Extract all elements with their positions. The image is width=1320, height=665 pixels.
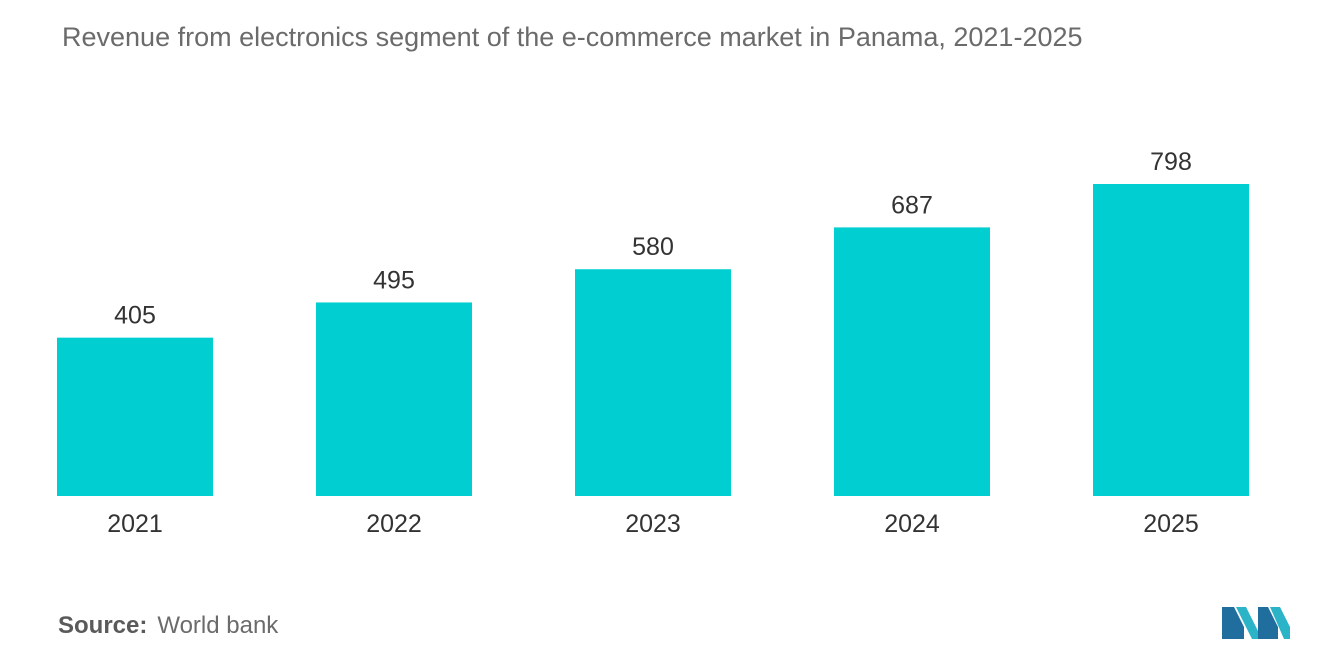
bar-2022 [316, 302, 472, 496]
bar-2024 [834, 227, 990, 496]
bar-2021 [57, 337, 213, 496]
data-label-2023: 580 [632, 233, 674, 261]
data-label-2024: 687 [891, 191, 933, 219]
x-tick-label-2021: 2021 [107, 510, 163, 538]
source-label: Source: [58, 612, 148, 639]
data-label-2025: 798 [1150, 148, 1192, 176]
x-tick-label-2024: 2024 [884, 510, 940, 538]
x-tick-label-2025: 2025 [1143, 510, 1199, 538]
mordor-intelligence-logo-icon [1222, 607, 1290, 639]
source-line: Source: World bank [58, 612, 278, 640]
chart-title: Revenue from electronics segment of the … [62, 22, 1083, 52]
x-tick-label-2023: 2023 [625, 510, 681, 538]
x-tick-label-2022: 2022 [366, 510, 422, 538]
bar-chart: 405 2021 495 2022 580 2023 687 2024 798 2025 [57, 148, 1249, 538]
bar-2023 [575, 269, 731, 496]
data-label-2022: 495 [373, 266, 415, 294]
data-label-2021: 405 [114, 302, 156, 330]
bar-2025 [1093, 184, 1249, 496]
source-text: World bank [157, 612, 279, 639]
